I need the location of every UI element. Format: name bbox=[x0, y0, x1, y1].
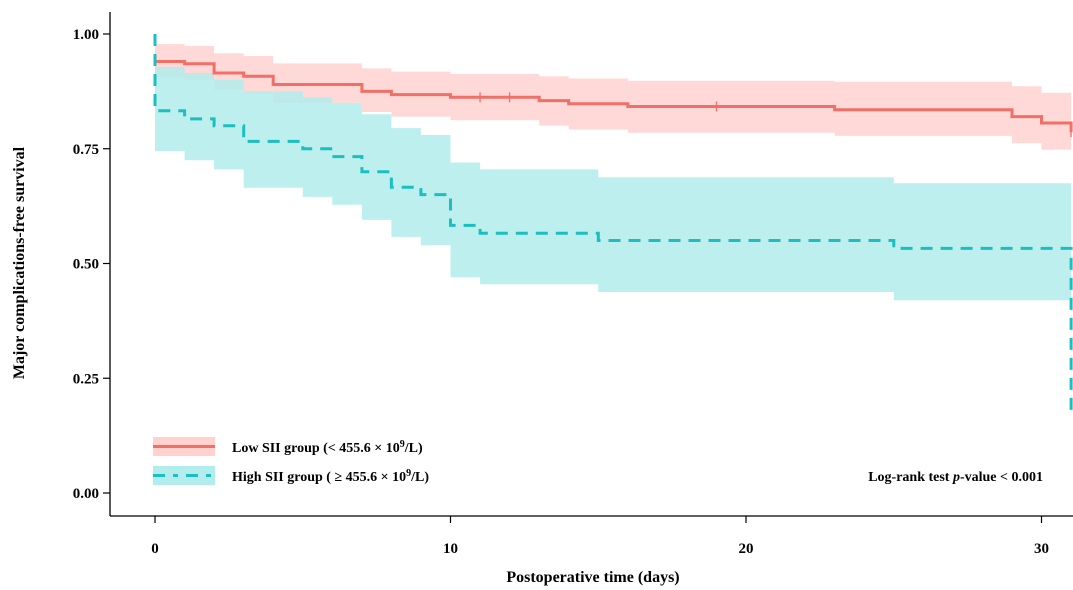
survival-curve-1 bbox=[153, 34, 1073, 411]
y-tick-label: 1.00 bbox=[73, 27, 99, 43]
x-tick-label: 20 bbox=[739, 541, 754, 557]
ticks: 0.00 0.25 0.50 0.75 1.00 0 10 20 30 bbox=[73, 27, 1049, 557]
y-tick-label: 0.00 bbox=[73, 486, 99, 502]
legend-label-high: High SII group ( ≥ 455.6 × 109/L) bbox=[232, 468, 429, 486]
y-tick-label: 0.75 bbox=[73, 142, 99, 158]
survival-curves bbox=[153, 34, 1073, 411]
x-axis-title: Postoperative time (days) bbox=[506, 569, 679, 586]
confidence-band-0 bbox=[155, 44, 1072, 150]
legend: Low SII group (< 455.6 × 109/L) High SII… bbox=[153, 437, 429, 485]
y-tick-label: 0.50 bbox=[73, 257, 99, 273]
legend-key-high-bg bbox=[153, 466, 215, 485]
x-tick-label: 0 bbox=[151, 541, 159, 557]
y-axis-title: Major complications-free survival bbox=[11, 146, 28, 379]
logrank-annotation: Log-rank test p-value < 0.001 bbox=[868, 470, 1043, 485]
legend-label-low: Low SII group (< 455.6 × 109/L) bbox=[232, 439, 423, 457]
confidence-bands bbox=[155, 44, 1072, 301]
y-tick-label: 0.25 bbox=[73, 371, 99, 387]
confidence-band-1 bbox=[155, 67, 1072, 301]
x-tick-label: 10 bbox=[443, 541, 458, 557]
survival-curve-0 bbox=[155, 60, 1073, 133]
x-tick-label: 30 bbox=[1034, 541, 1049, 557]
